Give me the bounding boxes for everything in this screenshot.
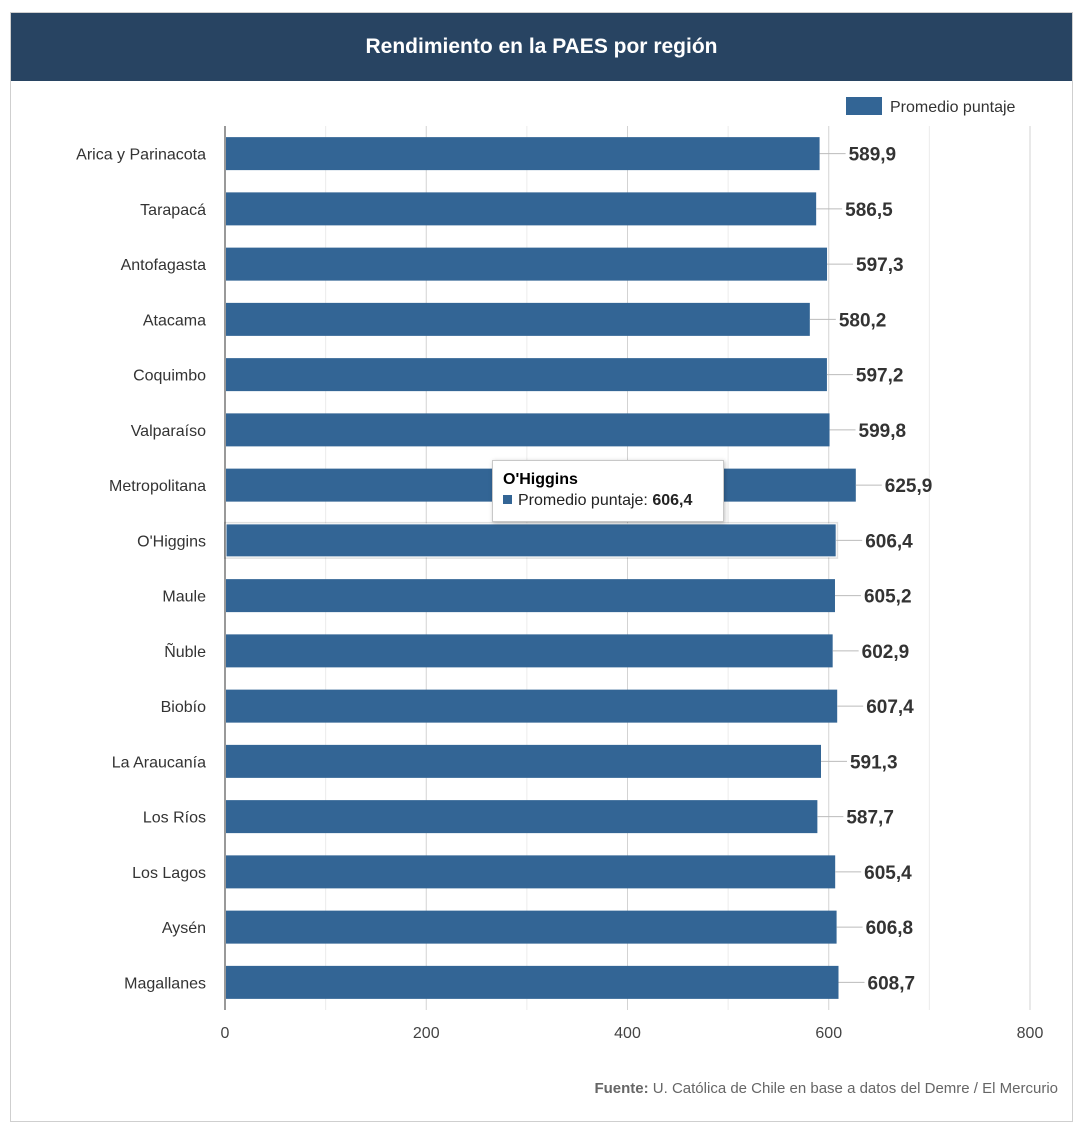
category-label: Biobío <box>161 699 206 716</box>
tooltip-swatch <box>503 495 512 504</box>
bar <box>226 579 835 613</box>
value-label: 608,7 <box>868 973 916 994</box>
category-label: Aysén <box>162 920 206 937</box>
category-label: Ñuble <box>164 641 206 661</box>
source-prefix: Fuente: <box>594 1080 649 1097</box>
bar <box>226 744 821 778</box>
category-label: Tarapacá <box>140 202 206 219</box>
category-label: Los Ríos <box>143 810 206 827</box>
category-label: O'Higgins <box>137 533 206 550</box>
bar <box>226 247 828 281</box>
value-label: 599,8 <box>859 421 907 442</box>
value-label: 606,4 <box>865 531 913 552</box>
bar <box>226 965 839 999</box>
bar <box>226 192 817 226</box>
x-tick-label: 400 <box>614 1025 641 1042</box>
value-label: 589,9 <box>849 145 897 166</box>
value-label: 606,8 <box>866 918 914 939</box>
tooltip-title: O'Higgins <box>503 471 578 488</box>
value-label: 586,5 <box>845 200 893 221</box>
bar <box>226 634 833 668</box>
bar <box>226 855 836 889</box>
value-label: 591,3 <box>850 752 898 773</box>
x-tick-label: 200 <box>413 1025 440 1042</box>
bar <box>226 800 818 834</box>
legend-label: Promedio puntaje <box>890 99 1016 116</box>
bar <box>226 689 838 723</box>
bar <box>226 358 827 392</box>
bar <box>226 137 820 171</box>
value-label: 607,4 <box>866 697 914 718</box>
category-label: Magallanes <box>124 975 206 992</box>
value-label: 605,4 <box>864 863 912 884</box>
x-tick-label: 800 <box>1017 1025 1044 1042</box>
tooltip-series-label: Promedio puntaje: <box>518 492 648 509</box>
category-label: Metropolitana <box>109 478 206 495</box>
tooltip-value: 606,4 <box>652 492 693 509</box>
x-tick-label: 0 <box>221 1025 230 1042</box>
category-label: Coquimbo <box>133 368 206 385</box>
value-label: 597,2 <box>856 366 904 387</box>
value-label: 587,7 <box>846 808 894 829</box>
value-label: 597,3 <box>856 255 904 276</box>
bar <box>226 910 837 944</box>
tooltip-row: Promedio puntaje: 606,4 <box>503 490 713 512</box>
value-label: 625,9 <box>885 476 933 497</box>
tooltip: O'Higgins Promedio puntaje: 606,4 <box>492 460 724 522</box>
value-label: 602,9 <box>862 642 910 663</box>
source-text: U. Católica de Chile en base a datos del… <box>652 1080 1058 1097</box>
legend-swatch <box>846 97 882 115</box>
category-label: Atacama <box>143 312 206 329</box>
source-note: Fuente: U. Católica de Chile en base a d… <box>594 1080 1058 1097</box>
bar <box>226 302 810 336</box>
category-label: Arica y Parinacota <box>76 147 206 164</box>
category-label: Valparaíso <box>131 423 206 440</box>
category-label: Antofagasta <box>121 257 207 274</box>
category-label: Maule <box>162 589 206 606</box>
value-label: 605,2 <box>864 587 912 608</box>
value-label: 580,2 <box>839 310 887 331</box>
bar <box>225 523 837 558</box>
category-label: La Araucanía <box>112 754 206 771</box>
bar <box>226 413 830 447</box>
chart-title: Rendimiento en la PAES por región <box>365 35 718 58</box>
chart-header: Rendimiento en la PAES por región <box>11 13 1072 81</box>
x-tick-label: 600 <box>815 1025 842 1042</box>
category-label: Los Lagos <box>132 865 206 882</box>
